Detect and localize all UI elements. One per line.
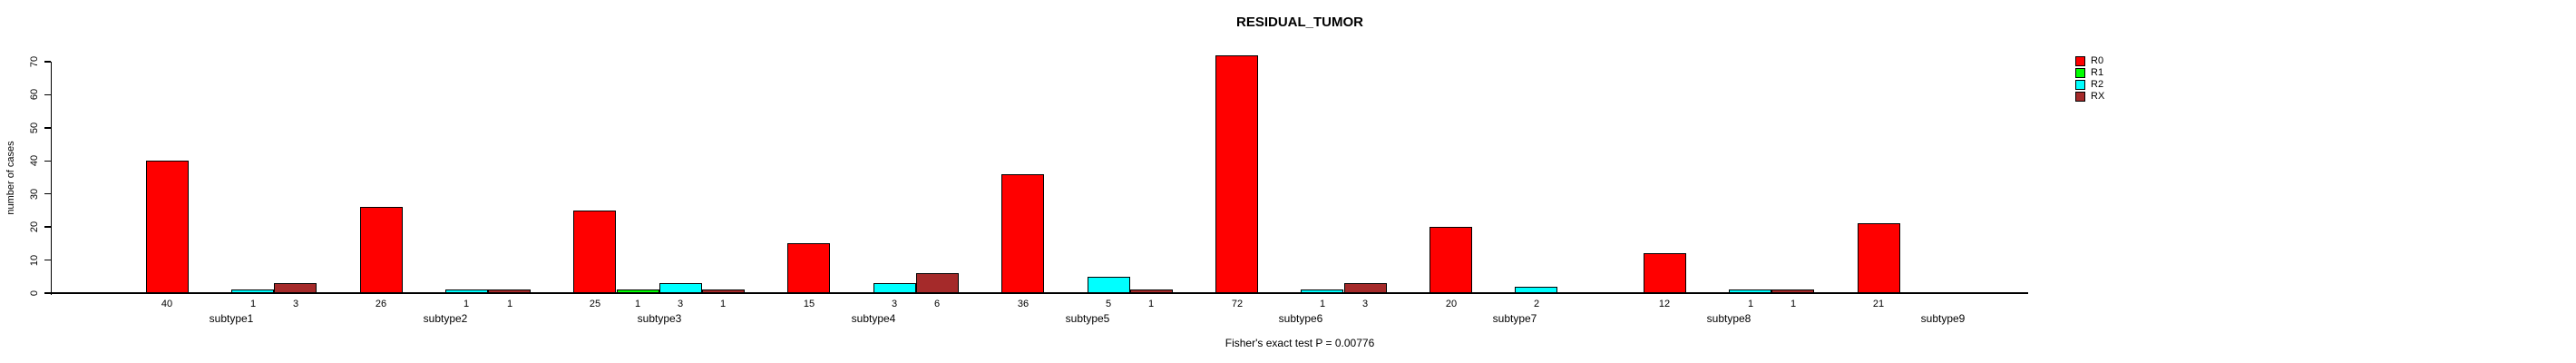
bar-value-label: 15 [803, 299, 815, 309]
y-tick-label: 50 [29, 122, 40, 133]
bar-r2-subtype4 [873, 283, 916, 293]
y-tick-mark [44, 61, 51, 63]
y-tick-label: 0 [29, 289, 40, 297]
legend-swatch-r0 [2075, 56, 2085, 66]
x-category-label: subtype9 [1920, 312, 1966, 325]
bar-value-label: 21 [1872, 299, 1885, 309]
bar-r0-subtype6 [1215, 55, 1258, 293]
bar-value-label: 1 [249, 299, 257, 309]
bar-r2-subtype7 [1515, 287, 1557, 293]
bar-value-label: 6 [933, 299, 941, 309]
y-tick-label: 40 [29, 155, 40, 167]
bar-value-label: 36 [1017, 299, 1029, 309]
chart-title: RESIDUAL_TUMOR [1235, 15, 1364, 30]
bar-value-label: 3 [292, 299, 299, 309]
bar-value-label: 40 [161, 299, 173, 309]
legend-swatch-rx [2075, 92, 2085, 102]
legend-item-r0: R0 [2075, 56, 2104, 66]
bar-r2-subtype5 [1088, 277, 1130, 293]
bar-value-label: 1 [719, 299, 727, 309]
bar-rx-subtype5 [1130, 289, 1173, 293]
stat-annotation: Fisher's exact test P = 0.00776 [1225, 337, 1375, 349]
bar-r2-subtype6 [1301, 289, 1343, 293]
bar-value-label: 1 [1747, 299, 1754, 309]
bar-value-label: 2 [1533, 299, 1540, 309]
legend-label: R0 [2091, 55, 2104, 66]
bar-r0-subtype2 [360, 207, 403, 293]
y-tick-mark [44, 259, 51, 261]
x-category-label: subtype1 [209, 312, 254, 325]
bar-r0-subtype1 [146, 161, 189, 293]
bar-value-label: 3 [677, 299, 684, 309]
bar-rx-subtype2 [488, 289, 531, 293]
x-category-label: subtype6 [1278, 312, 1323, 325]
y-tick-mark [44, 192, 51, 195]
bar-value-label: 1 [506, 299, 513, 309]
bar-value-label: 3 [891, 299, 898, 309]
bar-r0-subtype4 [787, 243, 830, 293]
legend-label: RX [2091, 91, 2105, 102]
x-category-label: subtype2 [423, 312, 468, 325]
legend: R0 R1 R2 RX [2075, 56, 2104, 103]
y-tick-mark [44, 127, 51, 129]
y-tick-label: 30 [29, 188, 40, 200]
bar-value-label: 1 [1790, 299, 1797, 309]
bar-value-label: 1 [634, 299, 641, 309]
bar-value-label: 20 [1445, 299, 1458, 309]
bar-rx-subtype1 [274, 283, 317, 293]
bar-r2-subtype3 [659, 283, 702, 293]
x-category-label: subtype5 [1065, 312, 1110, 325]
bar-rx-subtype6 [1344, 283, 1387, 293]
bar-rx-subtype4 [916, 273, 959, 293]
bar-r1-subtype3 [617, 289, 659, 293]
bar-rx-subtype8 [1771, 289, 1814, 293]
bar-r0-subtype5 [1001, 174, 1044, 293]
legend-swatch-r1 [2075, 68, 2085, 78]
x-axis-line [50, 292, 2028, 294]
bar-value-label: 1 [1319, 299, 1326, 309]
legend-item-r2: R2 [2075, 80, 2104, 90]
y-tick-mark [44, 160, 51, 162]
bar-value-label: 1 [1147, 299, 1155, 309]
x-category-label: subtype7 [1492, 312, 1537, 325]
bar-rx-subtype3 [702, 289, 745, 293]
legend-item-rx: RX [2075, 92, 2104, 102]
bar-value-label: 5 [1105, 299, 1112, 309]
bar-r0-subtype7 [1429, 227, 1472, 293]
x-category-label: subtype3 [637, 312, 682, 325]
bar-r0-subtype9 [1858, 223, 1900, 293]
legend-swatch-r2 [2075, 80, 2085, 90]
bar-value-label: 72 [1231, 299, 1244, 309]
legend-label: R1 [2091, 67, 2104, 78]
bar-value-label: 12 [1658, 299, 1671, 309]
y-tick-label: 60 [29, 89, 40, 101]
y-axis-title: number of cases [5, 141, 16, 215]
legend-label: R2 [2091, 79, 2104, 90]
y-tick-label: 70 [29, 55, 40, 68]
y-tick-label: 20 [29, 221, 40, 233]
y-tick-mark [44, 93, 51, 96]
bar-value-label: 3 [1361, 299, 1369, 309]
x-category-label: subtype8 [1706, 312, 1751, 325]
y-tick-label: 10 [29, 254, 40, 266]
bar-r0-subtype3 [573, 211, 616, 293]
bar-value-label: 25 [589, 299, 601, 309]
bar-value-label: 1 [463, 299, 470, 309]
bar-r2-subtype8 [1729, 289, 1771, 293]
y-axis-line [50, 62, 52, 295]
x-category-label: subtype4 [851, 312, 896, 325]
bar-r2-subtype2 [445, 289, 488, 293]
bar-r0-subtype8 [1644, 253, 1686, 293]
bar-r2-subtype1 [231, 289, 274, 293]
y-tick-mark [44, 292, 51, 294]
bar-value-label: 26 [375, 299, 387, 309]
y-tick-mark [44, 226, 51, 228]
legend-item-r1: R1 [2075, 68, 2104, 78]
